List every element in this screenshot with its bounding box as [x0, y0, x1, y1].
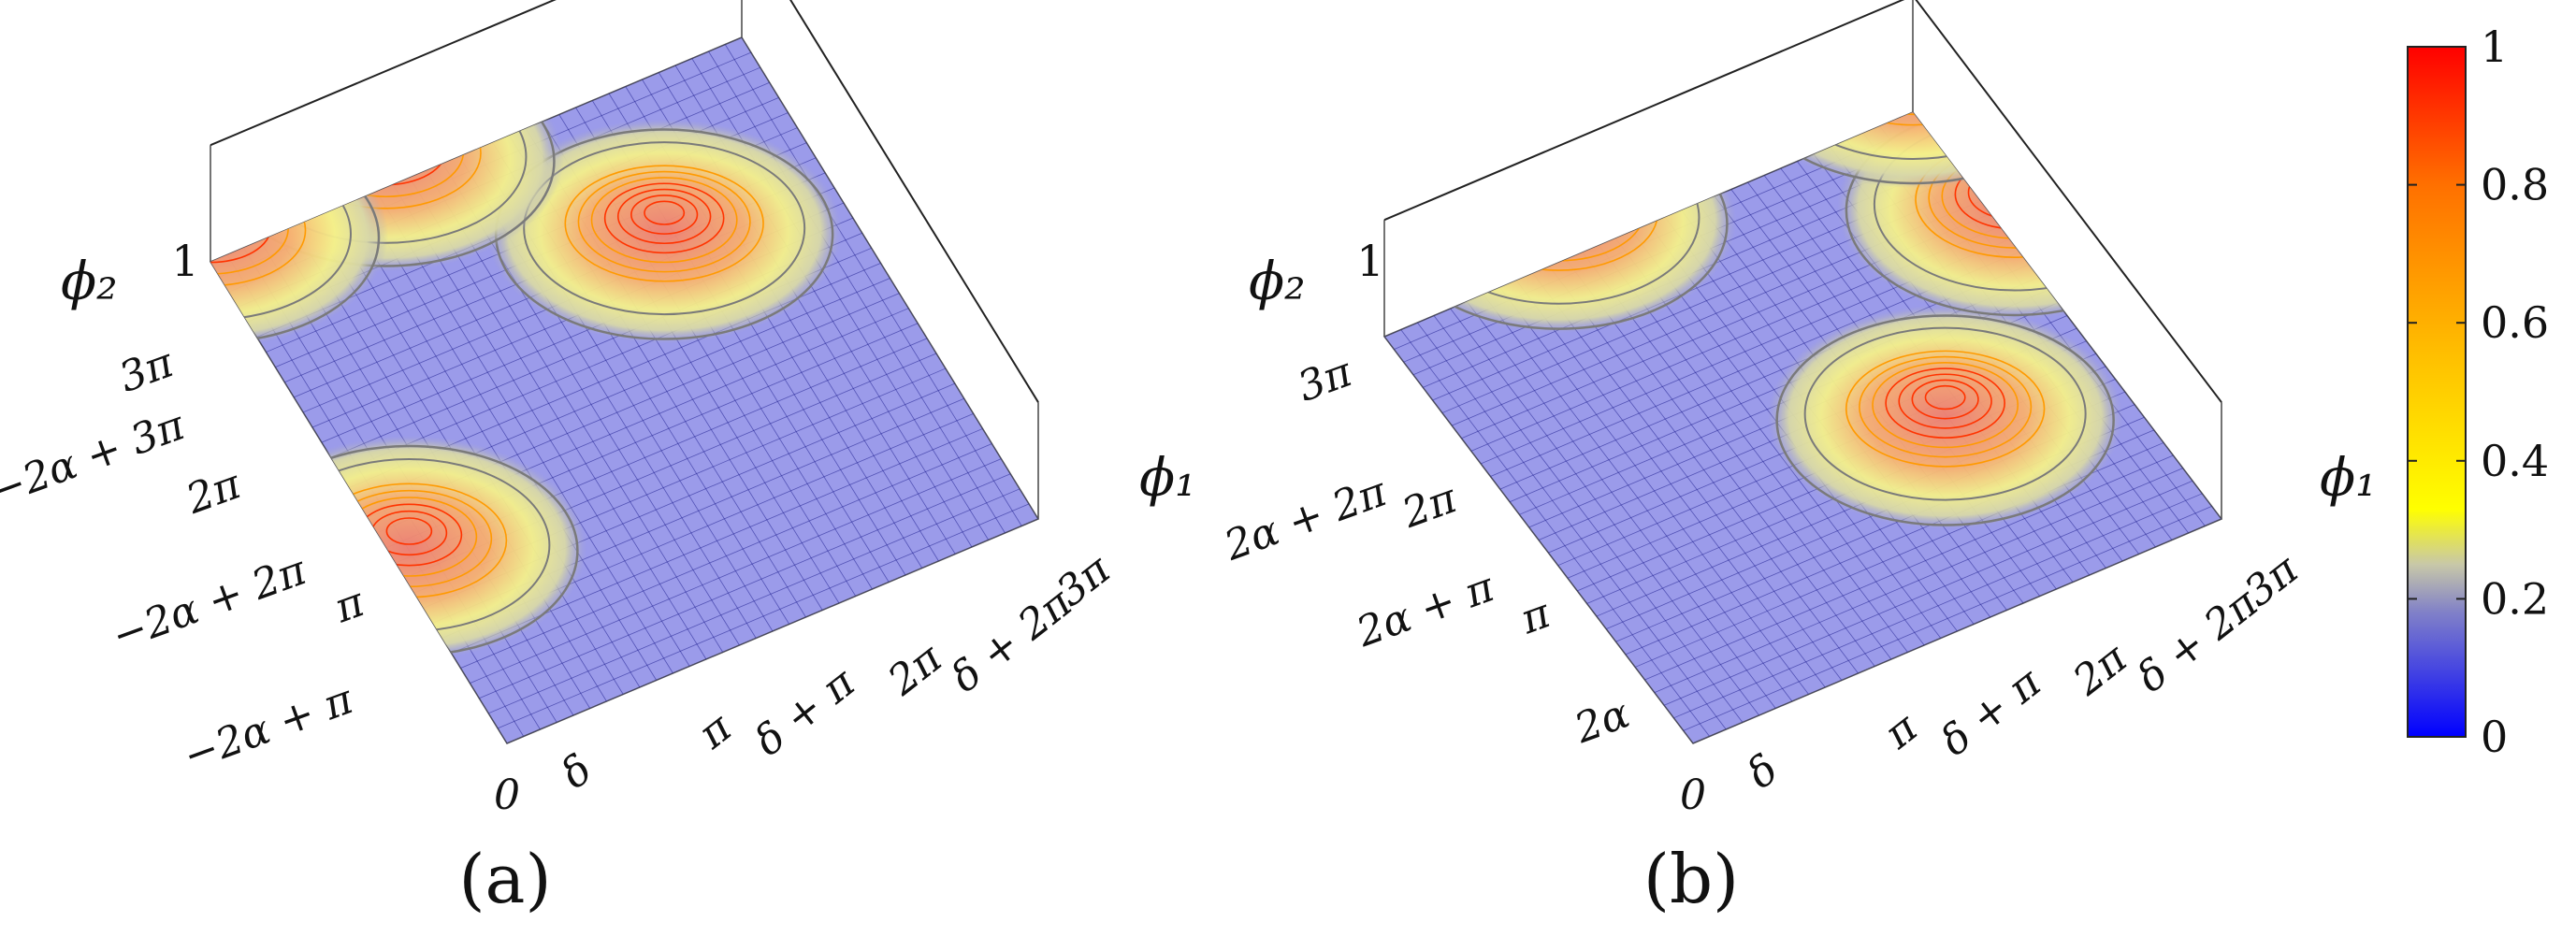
x-tick-label: δ — [1738, 745, 1787, 799]
surface-peak — [486, 119, 843, 344]
contour-line — [1498, 171, 1619, 243]
contour-line — [1859, 355, 2033, 458]
x-tick-label: δ + 2π — [942, 579, 1081, 702]
colorbar: 0 0.2 0.4 0.6 0.8 1 — [2407, 22, 2549, 762]
contour-line — [1525, 182, 1593, 223]
contour-line — [1485, 166, 1632, 252]
contour-line — [1924, 384, 1966, 411]
contour-line — [1830, 112, 1996, 116]
x-axis-label: ϕ₁ — [1139, 448, 1196, 509]
x-axis-label: ϕ₁ — [2320, 448, 2377, 509]
box-top-edge — [210, 0, 1039, 403]
surface-peak — [1767, 305, 2123, 530]
y-tick-label: −2α + 3π — [0, 401, 192, 515]
x-tick-label: δ + 2π — [2128, 579, 2267, 702]
contour-line — [616, 188, 712, 245]
contour-line — [1803, 326, 2087, 501]
colorbar-tick-label: 0.4 — [2481, 436, 2549, 486]
contour-line — [385, 517, 433, 545]
contour-line — [1772, 112, 2054, 160]
colorbar-tick-label: 0.6 — [2481, 297, 2549, 348]
contour-line — [210, 174, 307, 287]
contour-line — [577, 170, 751, 273]
panel-label: (b) — [1643, 840, 1739, 918]
y-tick-label: π — [327, 578, 371, 633]
contour-line — [1815, 112, 2011, 126]
contour-line — [1980, 170, 2048, 211]
contour-line — [564, 165, 764, 282]
x-tick-label: δ + π — [1932, 658, 2050, 766]
contour-line — [1458, 153, 1659, 271]
z-max-label: 1 — [1356, 236, 1383, 286]
contour-line — [1512, 177, 1606, 233]
contour-line — [603, 182, 725, 254]
y-tick-label: 2π — [180, 460, 248, 524]
panel-label: (a) — [458, 840, 551, 918]
surface-peak — [1384, 112, 1737, 334]
contour-line — [1845, 350, 2046, 468]
x-tick-label: 0 — [494, 771, 520, 819]
z-max-label: 1 — [171, 236, 198, 286]
y-tick-label: 2α — [1568, 689, 1636, 753]
contour-line — [644, 200, 686, 225]
contour-line — [630, 195, 699, 235]
y-tick-label: π — [1513, 589, 1557, 644]
contour-line — [1898, 373, 1992, 429]
box-top-edge — [1383, 0, 2222, 403]
colorbar-tick-label: 1 — [2481, 22, 2508, 72]
contour-line — [1872, 362, 2019, 449]
contour-line — [341, 122, 430, 174]
contour-line — [358, 130, 412, 163]
y-tick-label: 3π — [1292, 348, 1359, 411]
colorbar-tick-label: 0.8 — [2481, 160, 2549, 210]
colorbar-tick-label: 0 — [2481, 712, 2508, 762]
contour-line — [325, 113, 447, 186]
y-tick-label: 2α + π — [1350, 563, 1501, 656]
x-tick-label: π — [689, 703, 742, 758]
contour-line — [1885, 367, 2005, 439]
contour-line — [590, 177, 738, 264]
contour-line — [1993, 176, 2035, 202]
contour-line — [210, 132, 381, 344]
y-tick-label: −2α + π — [177, 675, 359, 781]
contour-line — [1911, 379, 1979, 420]
x-tick-label: δ — [552, 745, 601, 799]
x-tick-label: π — [1875, 703, 1928, 758]
contour-line — [1471, 159, 1646, 262]
x-tick-label: 2π — [879, 634, 952, 706]
y-tick-label: 2α + 2π — [1218, 468, 1394, 570]
z-axis-label: ϕ₂ — [61, 252, 118, 312]
contour-line — [1743, 112, 2083, 185]
y-tick-label: −2α + 2π — [106, 546, 313, 660]
x-tick-label: 0 — [1680, 771, 1706, 819]
x-tick-label: δ + π — [745, 658, 864, 766]
z-axis-label: ϕ₂ — [1249, 252, 1306, 312]
colorbar-gradient — [2407, 46, 2467, 738]
contour-line — [1775, 314, 2115, 526]
surface-peak — [231, 436, 587, 661]
contour-line — [307, 105, 465, 198]
contour-line — [210, 146, 352, 321]
contour-line — [1538, 189, 1580, 214]
x-tick-label: 2π — [2064, 634, 2137, 706]
y-tick-label: 2π — [1396, 474, 1464, 538]
y-tick-label: 3π — [113, 339, 181, 402]
colorbar-tick-label: 0.2 — [2481, 573, 2549, 624]
